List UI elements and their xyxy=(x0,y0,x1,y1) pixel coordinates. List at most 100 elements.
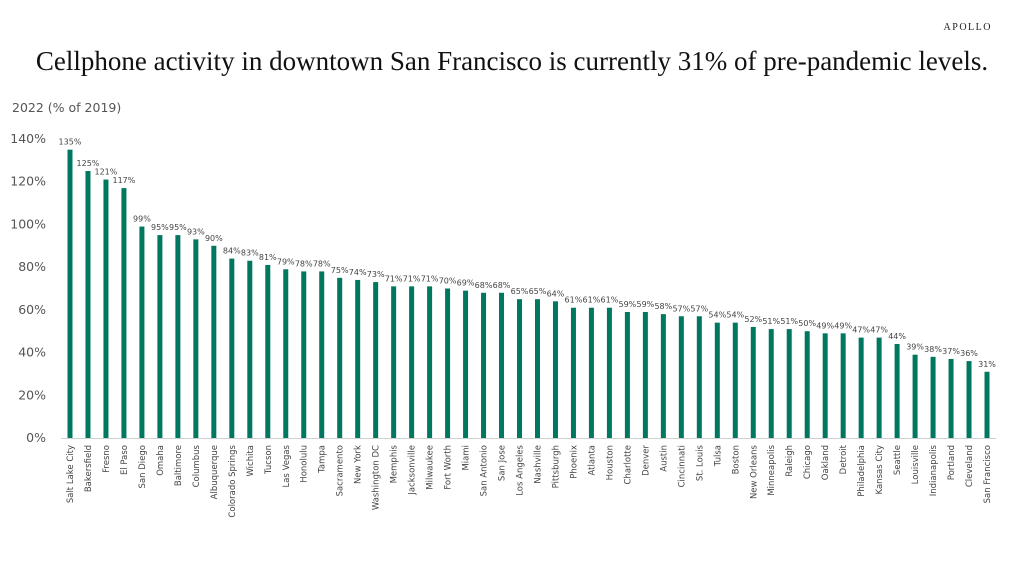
data-label: 95% xyxy=(169,223,187,232)
x-tick-label: Tampa xyxy=(318,445,328,474)
x-tick-label: Houston xyxy=(605,445,615,480)
x-tick-label: El Paso xyxy=(120,445,130,475)
x-tick-label: Denver xyxy=(641,445,651,476)
data-label: 65% xyxy=(529,287,547,296)
y-tick-label: 20% xyxy=(18,387,46,402)
bar xyxy=(445,288,451,438)
data-label: 84% xyxy=(223,247,241,256)
bar xyxy=(678,316,684,438)
x-tick-label: Milwaukee xyxy=(426,445,436,490)
bar xyxy=(894,344,900,438)
data-label: 54% xyxy=(708,311,726,320)
x-tick-label: Fresno xyxy=(102,445,112,473)
bar xyxy=(409,286,415,438)
y-tick-label: 120% xyxy=(10,174,46,189)
x-tick-label: Baltimore xyxy=(174,445,184,486)
data-label: 78% xyxy=(295,259,313,268)
data-label: 61% xyxy=(583,296,601,305)
y-tick-label: 140% xyxy=(10,131,46,146)
x-tick-label: Washington DC xyxy=(372,445,382,510)
bar xyxy=(481,292,487,438)
data-label: 71% xyxy=(385,274,403,283)
x-tick-label: Kansas City xyxy=(875,445,885,494)
x-tick-label: Portland xyxy=(947,445,957,480)
bar xyxy=(157,235,163,438)
bar xyxy=(624,311,630,438)
bar xyxy=(642,311,648,438)
data-label: 117% xyxy=(112,176,135,185)
data-label: 75% xyxy=(331,266,349,275)
data-label: 65% xyxy=(511,287,529,296)
x-tick-label: Raleigh xyxy=(785,445,795,477)
bar xyxy=(247,260,253,438)
bar xyxy=(283,269,289,438)
x-tick-label: Omaha xyxy=(156,445,166,476)
x-tick-label: Tucson xyxy=(264,445,274,475)
data-label: 47% xyxy=(870,326,888,335)
x-tick-label: Minneapolis xyxy=(767,444,777,495)
bar xyxy=(606,307,612,438)
bar xyxy=(570,307,576,438)
bar xyxy=(858,337,864,438)
bar xyxy=(427,286,433,438)
bar xyxy=(840,333,846,438)
data-label: 83% xyxy=(241,249,259,258)
bar xyxy=(67,149,73,438)
x-tick-label: San Jose xyxy=(498,445,508,481)
x-tick-label: Cincinnati xyxy=(677,445,687,487)
x-tick-label: San Francisco xyxy=(983,445,993,503)
data-label: 74% xyxy=(349,268,367,277)
chart-title: Cellphone activity in downtown San Franc… xyxy=(35,46,989,76)
data-label: 64% xyxy=(547,289,565,298)
data-label: 125% xyxy=(77,159,100,168)
y-tick-label: 80% xyxy=(18,259,46,274)
data-label: 95% xyxy=(151,223,169,232)
data-label: 37% xyxy=(942,347,960,356)
data-label: 58% xyxy=(654,302,672,311)
x-tick-label: Cleveland xyxy=(965,445,975,487)
bar xyxy=(301,271,307,438)
x-tick-label: Colorado Springs xyxy=(228,444,238,517)
data-label: 36% xyxy=(960,349,978,358)
data-label: 49% xyxy=(816,321,834,330)
x-tick-label: Detroit xyxy=(839,444,849,474)
bar xyxy=(391,286,397,438)
x-tick-label: Atlanta xyxy=(587,445,597,476)
bar xyxy=(930,356,936,438)
x-tick-label: St. Louis xyxy=(695,444,705,481)
data-label: 59% xyxy=(619,300,637,309)
data-label: 71% xyxy=(421,274,439,283)
y-tick-label: 100% xyxy=(10,216,46,231)
bar xyxy=(337,277,343,438)
data-label: 49% xyxy=(834,321,852,330)
data-label: 73% xyxy=(367,270,385,279)
data-label: 47% xyxy=(852,326,870,335)
x-tick-label: Louisville xyxy=(911,445,921,484)
x-tick-label: Salt Lake City xyxy=(66,445,76,503)
bar xyxy=(355,279,361,438)
bar xyxy=(750,326,756,438)
data-label: 61% xyxy=(601,296,619,305)
bar xyxy=(768,329,774,438)
data-label: 31% xyxy=(978,360,996,369)
y-tick-label: 0% xyxy=(26,430,46,445)
x-tick-label: New Orleans xyxy=(749,444,759,499)
bar xyxy=(552,301,558,438)
x-tick-label: Phoenix xyxy=(569,445,579,479)
bar xyxy=(121,188,127,438)
bar xyxy=(786,329,792,438)
bar xyxy=(966,361,972,438)
bar xyxy=(517,299,523,438)
x-tick-label: Los Angeles xyxy=(516,444,526,495)
bar xyxy=(175,235,181,438)
x-tick-label: Honolulu xyxy=(300,445,310,483)
bar xyxy=(714,322,720,438)
x-tick-label: Columbus xyxy=(192,444,202,487)
data-label: 51% xyxy=(762,317,780,326)
bar xyxy=(984,371,990,438)
data-label: 52% xyxy=(744,315,762,324)
x-tick-label: Philadelphia xyxy=(857,445,867,497)
data-label: 99% xyxy=(133,215,151,224)
bar xyxy=(229,258,235,438)
y-axis-label: 2022 (% of 2019) xyxy=(12,100,122,115)
